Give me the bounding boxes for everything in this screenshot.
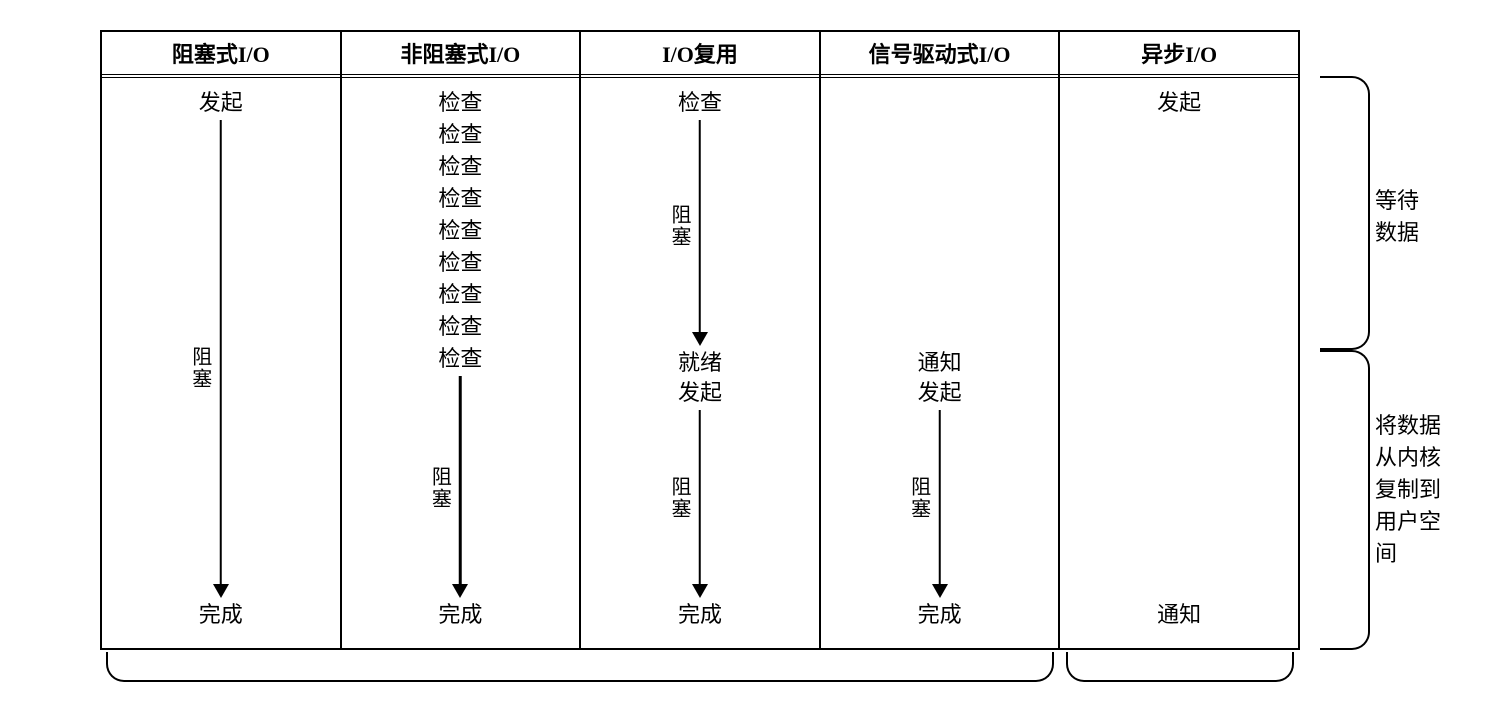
column-header: 信号驱动式I/O [821, 32, 1059, 78]
step-label: 检查 [678, 90, 722, 116]
step-label: 发起 [199, 90, 243, 116]
step-label: 完成 [678, 602, 722, 628]
bottom-braces [100, 648, 1300, 686]
arrow-line [699, 410, 702, 584]
arrow-head-icon [213, 584, 229, 598]
step-label: 检查 [438, 154, 482, 180]
column-body: 检查检查检查检查检查检查检查检查检查阻塞完成 [342, 78, 580, 648]
step-label: 检查 [438, 122, 482, 148]
step-label: 发起 [918, 380, 962, 406]
step-label: 检查 [438, 282, 482, 308]
column-body: 通知发起阻塞完成 [821, 78, 1059, 648]
column-header: 阻塞式I/O [102, 32, 340, 78]
step-label: 检查 [438, 90, 482, 116]
arrow-head-icon [692, 332, 708, 346]
step-label: 完成 [918, 602, 962, 628]
step-label: 通知 [1157, 602, 1201, 628]
arrow-line [938, 410, 941, 584]
io-models-diagram: 阻塞式I/O发起阻塞完成非阻塞式I/O检查检查检查检查检查检查检查检查检查阻塞完… [100, 30, 1300, 650]
column-header: 非阻塞式I/O [342, 32, 580, 78]
arrow-head-icon [932, 584, 948, 598]
column-header: 异步I/O [1060, 32, 1298, 78]
arrow-vlabel: 阻塞 [665, 476, 694, 520]
arrow-vlabel: 阻塞 [665, 204, 694, 248]
column-body: 发起通知 [1060, 78, 1298, 648]
column-header: I/O复用 [581, 32, 819, 78]
step-label: 通知 [918, 350, 962, 376]
right-brace [1320, 350, 1370, 650]
step-label: 检查 [438, 250, 482, 276]
step-label: 检查 [438, 346, 482, 372]
right-side-labels: 等待 数据将数据 从内核 复制到 用户空 间 [1320, 30, 1470, 650]
arrow-vlabel: 阻塞 [186, 346, 215, 390]
arrow-line [699, 120, 702, 332]
column-0: 阻塞式I/O发起阻塞完成 [102, 32, 342, 648]
column-body: 发起阻塞完成 [102, 78, 340, 648]
bottom-brace [106, 652, 1054, 682]
step-label: 检查 [438, 186, 482, 212]
column-1: 非阻塞式I/O检查检查检查检查检查检查检查检查检查阻塞完成 [342, 32, 582, 648]
right-brace-label: 将数据 从内核 复制到 用户空 间 [1375, 410, 1441, 569]
arrow-vlabel: 阻塞 [425, 466, 454, 510]
step-label: 完成 [438, 602, 482, 628]
column-4: 异步I/O发起通知 [1060, 32, 1298, 648]
right-brace [1320, 76, 1370, 350]
step-label: 完成 [199, 602, 243, 628]
arrow-line [459, 376, 462, 584]
arrow-vlabel: 阻塞 [905, 476, 934, 520]
arrow-line [220, 120, 223, 584]
bottom-brace [1066, 652, 1294, 682]
arrow-head-icon [452, 584, 468, 598]
step-label: 检查 [438, 314, 482, 340]
step-label: 检查 [438, 218, 482, 244]
column-body: 检查阻塞就绪发起阻塞完成 [581, 78, 819, 648]
step-label: 发起 [1157, 90, 1201, 116]
step-label: 发起 [678, 380, 722, 406]
arrow-head-icon [692, 584, 708, 598]
column-2: I/O复用检查阻塞就绪发起阻塞完成 [581, 32, 821, 648]
step-label: 就绪 [678, 350, 722, 376]
right-brace-label: 等待 数据 [1375, 185, 1419, 249]
column-3: 信号驱动式I/O通知发起阻塞完成 [821, 32, 1061, 648]
